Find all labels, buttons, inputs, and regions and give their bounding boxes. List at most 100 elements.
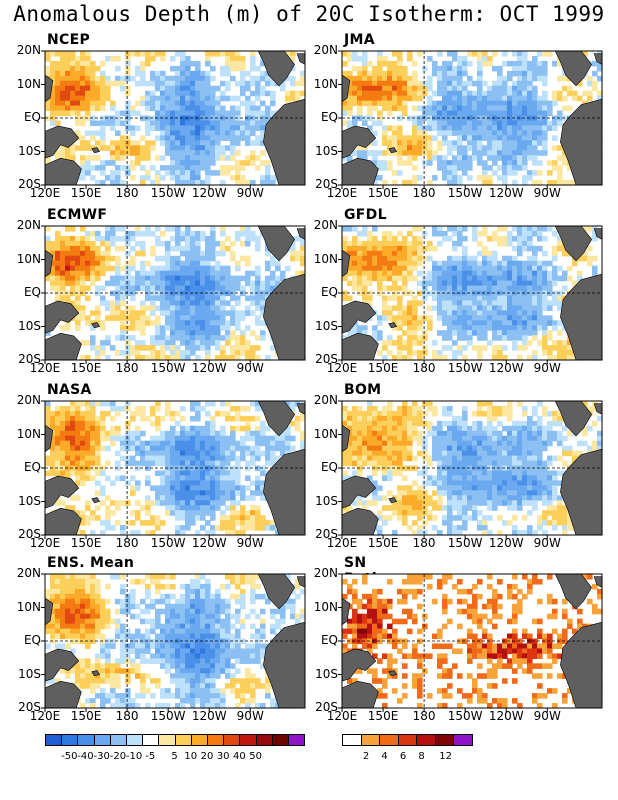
map-panel-ens-mean: ENS. Mean 20N 10N EQ 10S 20S 120E 150E 180 150W 12… bbox=[0, 0, 320, 723]
lat-label: 20N bbox=[313, 43, 338, 57]
land-mass bbox=[257, 400, 295, 437]
map-panel-bom: BOM 20N 10N EQ 10S 20S 120E 150E 180 150W 120W 90W bbox=[0, 0, 603, 550]
colorbar-swatch bbox=[109, 734, 127, 746]
colorbar-swatch bbox=[342, 734, 362, 746]
lon-label: 120E bbox=[29, 536, 61, 550]
colorbar-swatch bbox=[126, 734, 144, 746]
lat-label: 10S bbox=[315, 666, 338, 681]
lat-label: 10N bbox=[313, 426, 338, 441]
lat-label: 10N bbox=[313, 251, 338, 266]
colorbar-swatch bbox=[77, 734, 95, 746]
lon-label: 90W bbox=[533, 536, 561, 550]
lon-label: 120E bbox=[326, 536, 358, 550]
colorbar-swatch bbox=[93, 734, 111, 746]
colorbar-swatch bbox=[434, 734, 454, 746]
colorbar-swatch bbox=[223, 734, 241, 746]
colorbar-label: 6 bbox=[399, 751, 407, 762]
lat-label: EQ bbox=[320, 285, 338, 299]
map-field bbox=[338, 225, 603, 364]
lat-label: EQ bbox=[320, 633, 338, 647]
colorbar-label: -30 bbox=[93, 751, 110, 762]
map-field bbox=[41, 400, 306, 539]
map-field bbox=[41, 50, 306, 189]
lon-label: 120E bbox=[326, 361, 358, 375]
colorbar-label: 12 bbox=[439, 751, 452, 762]
colorbar-swatch bbox=[207, 734, 225, 746]
land-mass bbox=[44, 125, 80, 159]
land-mass bbox=[388, 147, 398, 154]
lon-label: 180 bbox=[412, 536, 436, 550]
map-panel-jma: JMA 20N 10N EQ 10S 20S 120E 150E 180 150W 120W 90W bbox=[0, 0, 603, 200]
lat-label: 10S bbox=[18, 493, 41, 508]
panel-title: NASA bbox=[47, 382, 92, 398]
land-mass bbox=[388, 497, 398, 504]
lat-label: 20N bbox=[16, 218, 41, 232]
land-mass bbox=[91, 670, 101, 677]
map-panel-sn-ratio: SN Ratio20N10NEQ10S20S120E150E180150W120… bbox=[0, 0, 603, 723]
lat-label: 10N bbox=[16, 76, 41, 91]
colorbar-swatch bbox=[45, 734, 63, 746]
colorbar-swatch bbox=[255, 734, 273, 746]
colorbar-label: 5 bbox=[171, 751, 178, 762]
lon-label: 150E bbox=[367, 186, 399, 200]
lon-label: 120E bbox=[29, 186, 61, 200]
lat-label: 10S bbox=[315, 493, 338, 508]
colorbar-label: 4 bbox=[381, 751, 388, 762]
colorbar-swatch bbox=[239, 734, 257, 746]
colorbar-swatch bbox=[61, 734, 79, 746]
lat-label: 20S bbox=[18, 700, 41, 714]
lon-label: 90W bbox=[533, 361, 561, 375]
lon-label: 90W bbox=[236, 186, 264, 200]
panel-title: NCEP bbox=[47, 32, 91, 48]
lon-label: 120W bbox=[191, 709, 227, 723]
land-mass bbox=[44, 648, 80, 682]
lon-label: 120E bbox=[326, 709, 358, 723]
lat-label: 10S bbox=[18, 318, 41, 333]
lat-label: 20N bbox=[313, 393, 338, 407]
colorbar-label: 30 bbox=[216, 751, 230, 762]
lat-label: 20N bbox=[16, 43, 41, 57]
colorbar-swatch bbox=[190, 734, 208, 746]
colorbar-swatch bbox=[453, 734, 473, 746]
land-mass bbox=[388, 322, 398, 329]
lat-label: 10S bbox=[315, 318, 338, 333]
lat-label: 20S bbox=[315, 700, 338, 714]
land-mass bbox=[257, 573, 295, 610]
colorbar-swatch bbox=[360, 734, 380, 746]
colorbar-label: 2 bbox=[362, 751, 370, 762]
lat-label: 20S bbox=[315, 177, 338, 191]
lon-label: 120W bbox=[191, 186, 227, 200]
lon-label: 150W bbox=[447, 361, 483, 375]
lat-label: 10N bbox=[313, 599, 338, 614]
lon-label: 180 bbox=[115, 709, 139, 723]
lon-label: 120W bbox=[191, 361, 227, 375]
map-field bbox=[41, 225, 306, 364]
lon-label: 150E bbox=[70, 361, 102, 375]
lat-label: 10N bbox=[16, 426, 41, 441]
lat-label: EQ bbox=[320, 110, 338, 124]
lon-label: 150E bbox=[70, 536, 102, 550]
lon-label: 90W bbox=[533, 709, 561, 723]
land-mass bbox=[91, 147, 101, 154]
lat-label: 10N bbox=[16, 251, 41, 266]
lat-label: 10S bbox=[315, 143, 338, 158]
panel-title: JMA bbox=[344, 32, 375, 48]
colorbar-swatch bbox=[379, 734, 399, 746]
panel-title: ECMWF bbox=[47, 207, 108, 223]
panel-title: ENS. Mean bbox=[47, 555, 135, 571]
map-panel-gfdl: GFDL 20N 10N EQ 10S 20S 120E 150E 180 150W 120W 90W bbox=[0, 0, 603, 375]
panel-title: GFDL bbox=[344, 207, 387, 223]
land-mass bbox=[554, 400, 592, 437]
lon-label: 150E bbox=[367, 361, 399, 375]
lon-label: 120W bbox=[191, 536, 227, 550]
lat-label: EQ bbox=[23, 110, 41, 124]
colorbar-label: -10 bbox=[125, 751, 143, 762]
lat-label: 20N bbox=[313, 218, 338, 232]
lon-label: 150W bbox=[150, 536, 186, 550]
map-field bbox=[338, 50, 603, 189]
colorbar-label: 20 bbox=[200, 751, 214, 762]
lon-label: 150W bbox=[447, 536, 483, 550]
lon-label: 150W bbox=[150, 709, 186, 723]
lon-label: 90W bbox=[533, 186, 561, 200]
land-mass bbox=[44, 300, 80, 334]
